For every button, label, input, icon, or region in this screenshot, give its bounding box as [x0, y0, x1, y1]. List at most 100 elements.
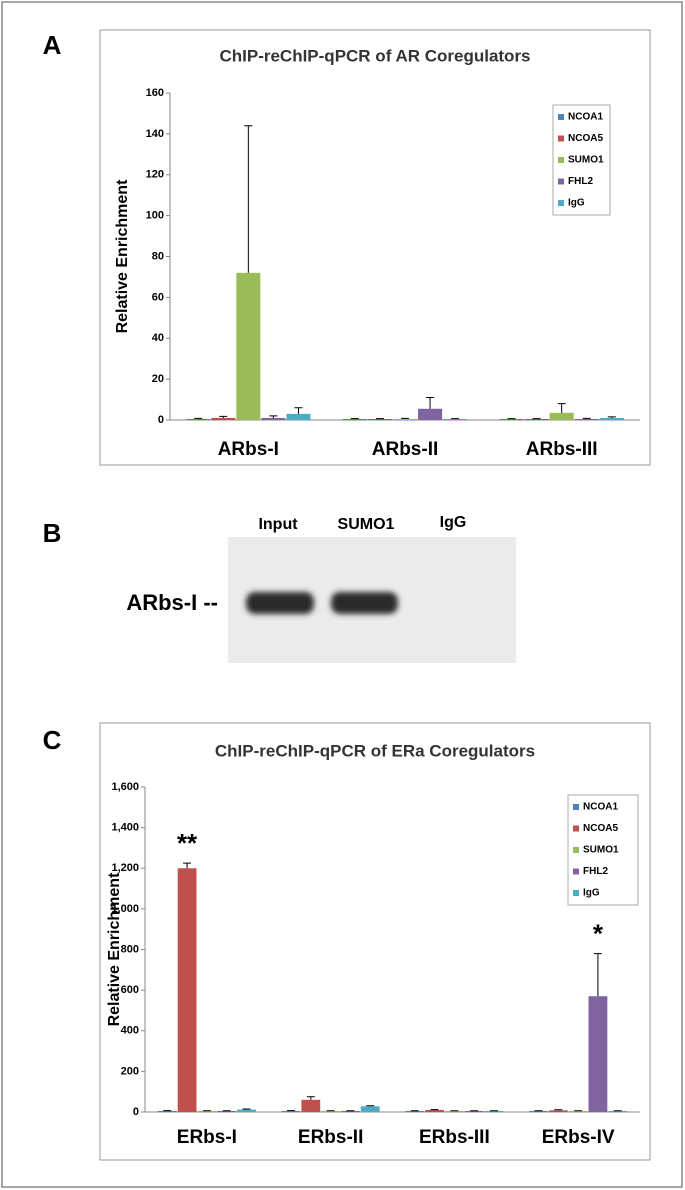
y-tick-label: 0	[158, 414, 164, 426]
error-bar	[557, 403, 566, 413]
error-bar	[554, 1109, 563, 1111]
error-bar	[269, 415, 278, 418]
annotation: *	[593, 918, 604, 948]
legend-label: NCOA5	[568, 133, 603, 144]
bar	[568, 1110, 588, 1112]
bar	[405, 1110, 425, 1112]
y-tick-label: 40	[152, 332, 164, 344]
y-tick-label: 160	[146, 87, 164, 99]
lane-label: Input	[258, 516, 298, 533]
y-tick-label: 60	[152, 291, 164, 303]
y-tick-label: 120	[146, 169, 164, 181]
bar	[418, 408, 443, 420]
annotation: **	[177, 828, 198, 858]
bar	[548, 1110, 568, 1112]
x-tick-label: ERbs-IV	[542, 1127, 615, 1148]
y-axis-label: Relative Enrichment	[106, 872, 123, 1027]
x-tick-label: ERbs-I	[177, 1127, 237, 1148]
y-tick-label: 100	[146, 210, 164, 222]
error-bar	[593, 953, 602, 997]
legend-label: NCOA1	[568, 112, 603, 123]
legend-label: FHL2	[583, 866, 608, 877]
bar	[342, 418, 367, 420]
bar	[237, 1109, 256, 1112]
bar	[197, 1110, 217, 1112]
bar	[444, 1110, 464, 1112]
error-bar	[366, 1105, 375, 1107]
y-tick-label: 800	[121, 943, 139, 955]
error-bar	[194, 417, 203, 419]
legend-label: SUMO1	[568, 155, 604, 166]
chart-title: ChIP-reChIP-qPCR of AR Coregulators	[219, 46, 530, 65]
legend-label: FHL2	[568, 176, 593, 187]
bar	[360, 1106, 380, 1112]
error-bar	[244, 125, 253, 273]
legend-swatch	[573, 804, 579, 810]
legend-swatch	[573, 825, 579, 832]
bar	[599, 417, 624, 420]
y-axis-label: Relative Enrichment	[114, 179, 131, 334]
bar	[392, 418, 418, 420]
legend-swatch	[558, 114, 564, 120]
legend-swatch	[573, 890, 579, 896]
panel-label: B	[43, 518, 62, 548]
legend-label: IgG	[583, 888, 600, 899]
error-bar	[219, 415, 228, 418]
error-bar	[582, 417, 591, 419]
legend-swatch	[558, 157, 564, 163]
lane-label: IgG	[440, 514, 467, 531]
panel-label: C	[43, 725, 62, 755]
band-label: ARbs-I --	[126, 590, 218, 615]
bar	[286, 413, 311, 420]
y-tick-label: 1,400	[111, 822, 139, 834]
bar	[177, 868, 197, 1112]
bar	[588, 996, 608, 1112]
legend-swatch	[573, 868, 579, 875]
y-tick-label: 200	[121, 1065, 139, 1077]
bar	[529, 1110, 548, 1112]
legend-label: SUMO1	[583, 845, 619, 856]
y-tick-label: 1,000	[111, 903, 139, 915]
x-tick-label: ARbs-I	[218, 439, 279, 460]
legend-swatch	[558, 178, 564, 185]
bar	[425, 1109, 444, 1112]
x-tick-label: ERbs-III	[419, 1127, 490, 1148]
bar	[549, 412, 574, 420]
y-tick-label: 140	[146, 128, 164, 140]
legend-swatch	[573, 847, 579, 853]
bar	[443, 418, 468, 420]
error-bar	[294, 407, 303, 414]
bar	[574, 418, 599, 420]
x-tick-label: ERbs-II	[298, 1127, 363, 1148]
panel-label: A	[43, 30, 62, 60]
x-tick-label: ARbs-II	[372, 439, 439, 460]
bar	[464, 1110, 484, 1112]
chart-title: ChIP-reChIP-qPCR of ERa Coregulators	[215, 741, 535, 760]
legend-swatch	[558, 200, 564, 206]
bar	[341, 1110, 360, 1112]
y-tick-label: 1,200	[111, 862, 139, 874]
bar	[484, 1110, 504, 1112]
error-bar	[242, 1108, 251, 1110]
bar	[217, 1110, 237, 1112]
bar	[499, 418, 524, 420]
x-tick-label: ARbs-III	[526, 439, 598, 460]
bar	[301, 1099, 321, 1112]
bar	[524, 418, 549, 420]
legend-swatch	[558, 135, 564, 142]
bar	[157, 1110, 177, 1112]
bar	[236, 272, 261, 420]
bar	[211, 417, 236, 420]
y-tick-label: 600	[121, 984, 139, 996]
bar	[261, 417, 286, 420]
error-bar	[183, 862, 192, 869]
chart-frame	[99, 29, 651, 466]
bar	[608, 1110, 628, 1112]
gel-band	[331, 592, 398, 614]
bar	[186, 418, 211, 420]
y-tick-label: 80	[152, 250, 164, 262]
lane-label: SUMO1	[338, 516, 395, 533]
error-bar	[401, 417, 409, 419]
error-bar	[426, 397, 435, 409]
